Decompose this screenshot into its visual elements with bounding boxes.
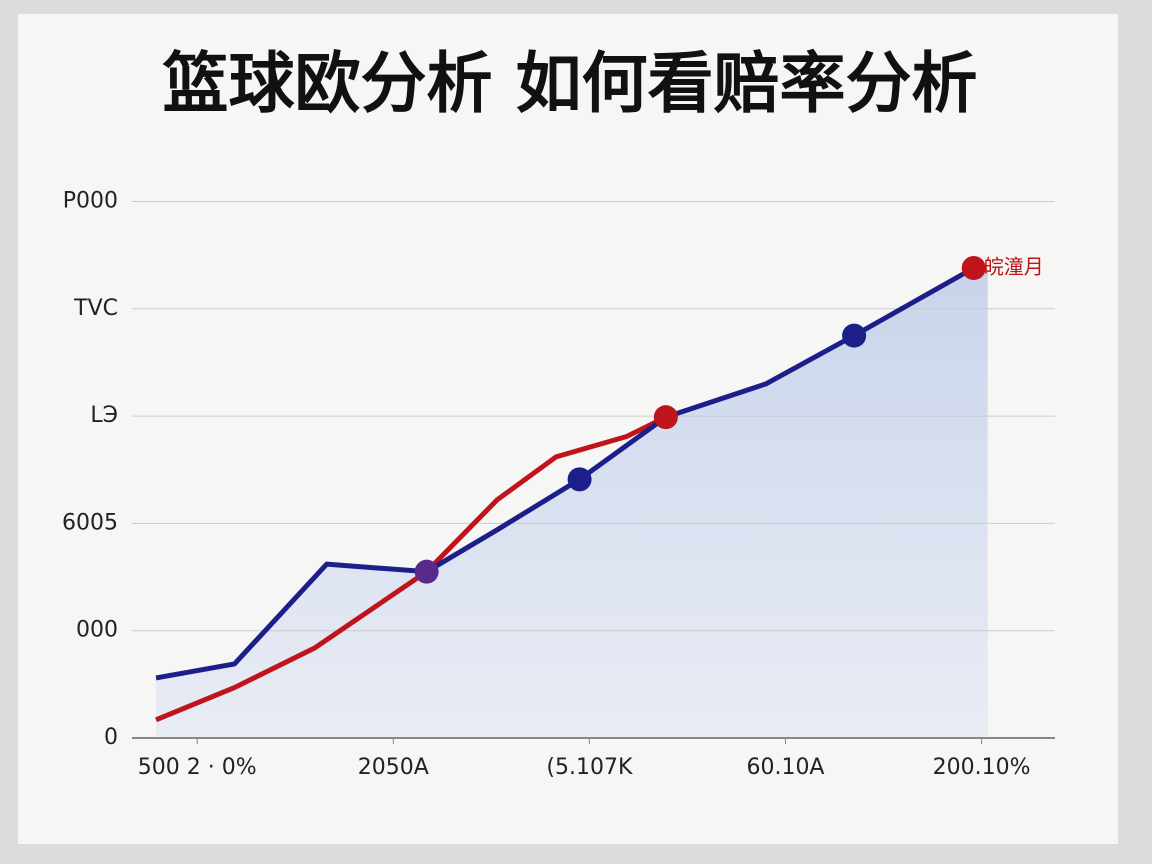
line [155, 414, 667, 723]
area [156, 267, 988, 738]
marker [567, 467, 592, 492]
annotation: 皖潼月 [984, 254, 1044, 278]
x-tick-label: 2050A [358, 755, 429, 780]
y-tick-label: P000 [63, 188, 118, 213]
marker [414, 559, 439, 584]
x-tick-label: 200.10% [933, 755, 1031, 780]
x-tick-label: 500 2 · 0% [138, 755, 257, 780]
x-tick-label: (5.107K [546, 755, 633, 780]
line [155, 265, 975, 681]
y-tick-label: 000 [76, 618, 118, 643]
y-tick-label: 0 [104, 725, 118, 750]
y-tick-label: LЭ [90, 403, 118, 428]
chart-title: 篮球欧分析 如何看赔率分析 [163, 45, 978, 122]
annotation-marker [961, 255, 986, 280]
marker [653, 405, 678, 430]
y-tick-label: 6005 [62, 510, 118, 535]
y-tick-label: TVC [73, 296, 118, 321]
marker [842, 323, 867, 348]
x-tick-label: 60.10A [746, 755, 824, 780]
